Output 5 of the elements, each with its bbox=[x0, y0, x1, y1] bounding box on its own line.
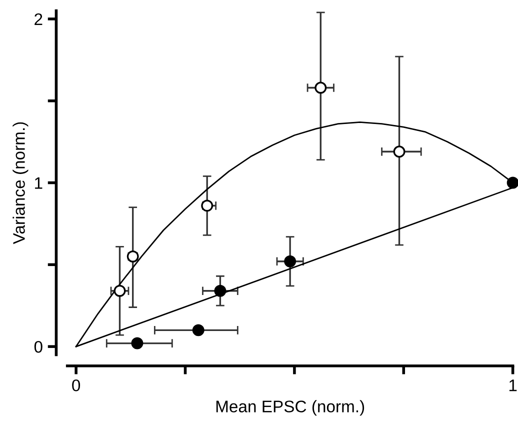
y-tick-label: 0 bbox=[34, 340, 42, 353]
y-tick-label: 1 bbox=[35, 177, 42, 189]
y-axis-title: Variance (norm.) bbox=[12, 122, 28, 244]
x-axis-title: Mean EPSC (norm.) bbox=[216, 400, 364, 416]
y-tick-label: 2 bbox=[34, 13, 42, 25]
